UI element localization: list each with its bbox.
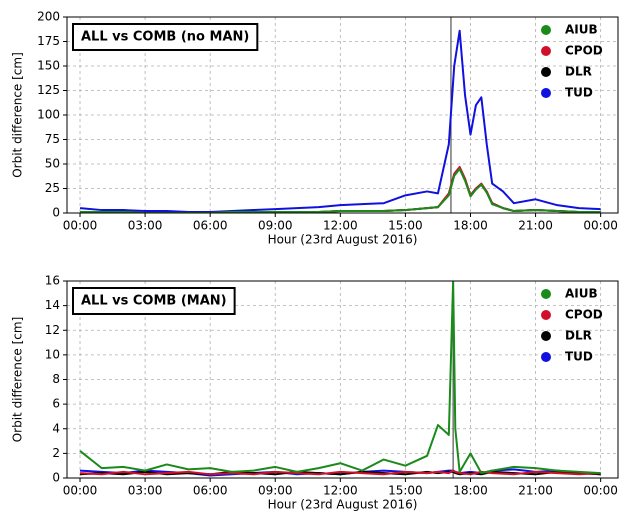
legend-label: CPOD: [565, 44, 603, 58]
legend-marker: [541, 67, 551, 77]
y-axis-label: Orbit difference [cm]: [11, 317, 25, 443]
x-tick-label: 03:00: [128, 219, 163, 233]
x-tick-label: 00:00: [63, 219, 98, 233]
x-axis-label: Hour (23rd August 2016): [268, 498, 418, 512]
x-tick-label: 18:00: [453, 484, 488, 498]
chart-title: ALL vs COMB (no MAN): [81, 30, 249, 45]
chart-title: ALL vs COMB (MAN): [81, 294, 227, 309]
plot-frame: [66, 280, 619, 479]
y-tick-label: 75: [45, 132, 60, 146]
legend-marker: [541, 88, 551, 98]
subplot: 0 2 4 6 8 10 12 14 16 00:00 03:00 06:00 09:00 12:00 15…: [11, 274, 619, 512]
x-tick-label: 21:00: [518, 219, 553, 233]
y-tick-label: 8: [52, 372, 60, 386]
legend-marker: [541, 352, 551, 362]
y-tick-label: 0: [52, 471, 60, 485]
legend-label: CPOD: [565, 308, 603, 322]
y-tick-label: 175: [37, 34, 60, 48]
x-tick-label: 18:00: [453, 219, 488, 233]
y-tick-label: 125: [37, 83, 60, 97]
legend-marker: [541, 289, 551, 299]
x-tick-label: 09:00: [258, 219, 293, 233]
x-tick-label: 15:00: [388, 219, 423, 233]
x-tick-label: 06:00: [193, 484, 228, 498]
y-tick-label: 25: [45, 181, 60, 195]
plot-frame: [66, 16, 619, 214]
legend-label: TUD: [565, 86, 593, 100]
x-tick-label: 21:00: [518, 484, 553, 498]
y-tick-label: 6: [52, 397, 60, 411]
y-axis-label: Orbit difference [cm]: [11, 52, 25, 178]
y-tick-label: 2: [52, 446, 60, 460]
y-tick-label: 150: [37, 59, 60, 73]
x-tick-label: 00:00: [583, 219, 618, 233]
series-line: [80, 167, 601, 213]
plot-lines: [79, 281, 601, 477]
y-tick-label: 200: [37, 10, 60, 24]
legend-label: AIUB: [565, 23, 598, 37]
y-tick-label: 0: [52, 206, 60, 220]
y-tick-label: 4: [52, 421, 60, 435]
series-line: [79, 469, 601, 476]
legend-label: DLR: [565, 65, 592, 79]
x-tick-label: 03:00: [128, 484, 163, 498]
title-box: [72, 23, 259, 51]
x-tick-label: 06:00: [193, 219, 228, 233]
y-tick-label: 50: [45, 157, 60, 171]
y-tick-label: 16: [45, 274, 60, 288]
legend-marker: [541, 331, 551, 341]
legend-label: TUD: [565, 350, 593, 364]
x-tick-label: 00:00: [583, 484, 618, 498]
y-tick-label: 12: [45, 323, 60, 337]
title-box: [72, 287, 236, 315]
subplot: 0 25 50 75 100 125 150 175 200 00:00 03:00 06:00 09:…: [11, 10, 619, 247]
x-tick-label: 12:00: [323, 484, 358, 498]
y-tick-label: 10: [45, 347, 60, 361]
legend-label: DLR: [565, 329, 592, 343]
y-tick-label: 100: [37, 108, 60, 122]
y-tick-label: 14: [45, 298, 60, 312]
x-tick-label: 12:00: [323, 219, 358, 233]
legend-marker: [541, 310, 551, 320]
x-tick-label: 15:00: [388, 484, 423, 498]
plot-lines: [79, 29, 601, 213]
legend-marker: [541, 25, 551, 35]
legend-label: AIUB: [565, 287, 598, 301]
series-line: [79, 281, 601, 475]
x-tick-label: 00:00: [63, 484, 98, 498]
x-tick-label: 09:00: [258, 484, 293, 498]
x-axis-label: Hour (23rd August 2016): [268, 233, 418, 247]
legend-marker: [541, 46, 551, 56]
